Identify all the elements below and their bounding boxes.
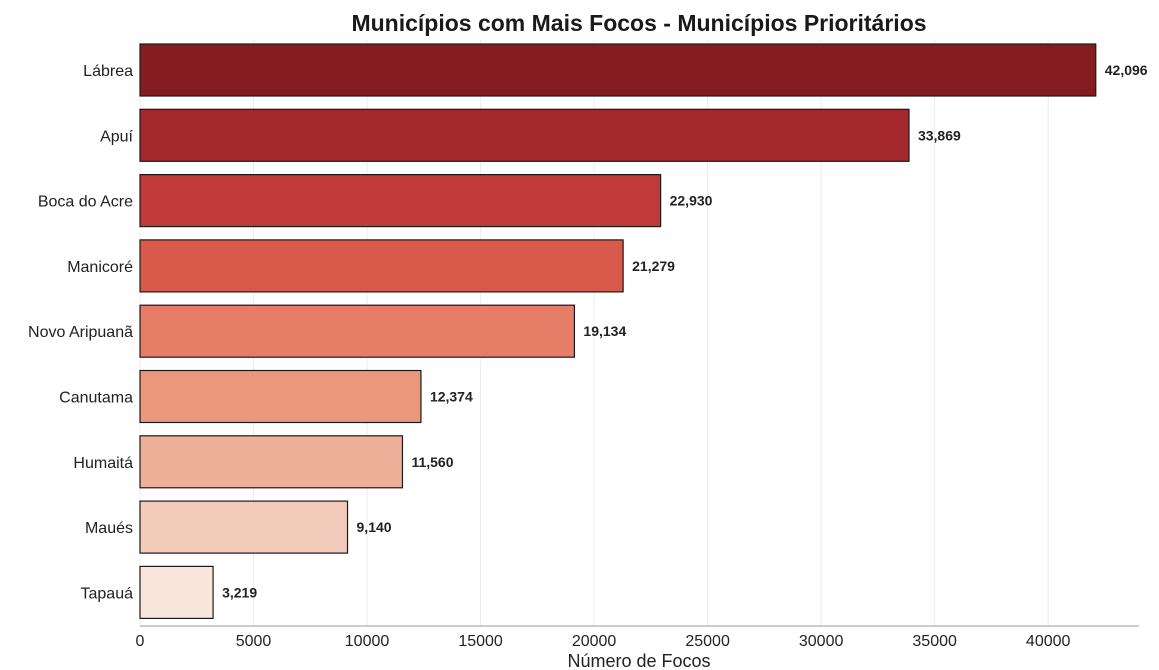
category-label: Novo Aripuanã — [28, 324, 133, 341]
x-tick-labels: 0 5000 10000 15000 20000 25000 30000 35000 40000 — [136, 633, 1071, 650]
chart-title: Municípios com Mais Focos - Municípios P… — [351, 10, 926, 36]
x-tick-label: 5000 — [236, 633, 272, 650]
data-label: 21,279 — [632, 258, 675, 274]
category-label: Tapauá — [81, 585, 134, 602]
category-label: Boca do Acre — [38, 194, 133, 211]
x-tick-label: 20000 — [572, 633, 617, 650]
x-tick-label: 15000 — [458, 633, 503, 650]
bar — [139, 369, 422, 424]
x-axis-title: Número de Focos — [567, 651, 710, 670]
x-tick-label: 0 — [136, 633, 145, 650]
value-labels: 42,096 33,869 22,930 21,279 19,134 12,374 11,5… — [222, 62, 1148, 600]
data-label: 33,869 — [918, 127, 961, 143]
data-label: 11,560 — [411, 454, 453, 470]
category-label: Lábrea — [83, 63, 133, 80]
bar — [139, 435, 404, 489]
x-tick-label: 35000 — [912, 633, 957, 650]
x-tick-label: 30000 — [799, 633, 844, 650]
data-label: 9,140 — [357, 519, 392, 535]
bar — [139, 304, 576, 358]
data-label: 12,374 — [430, 389, 473, 405]
bar — [139, 239, 624, 293]
bar — [139, 500, 349, 554]
data-label: 3,219 — [222, 584, 257, 600]
category-label: Manicoré — [67, 259, 133, 276]
data-label: 42,096 — [1105, 62, 1148, 78]
bar — [139, 174, 662, 228]
category-label: Apuí — [100, 128, 133, 145]
x-tick-label: 25000 — [685, 633, 730, 650]
category-labels: Lábrea Apuí Boca do Acre Manicoré Novo Aripu… — [28, 63, 134, 602]
category-label: Canutama — [59, 390, 133, 407]
bar — [139, 108, 910, 162]
data-label: 19,134 — [583, 323, 626, 339]
category-label: Maués — [85, 520, 133, 537]
x-tick-label: 10000 — [345, 633, 390, 650]
bar — [139, 565, 214, 620]
bar — [139, 43, 1097, 97]
data-label: 22,930 — [670, 193, 713, 209]
x-tick-label: 40000 — [1026, 633, 1071, 650]
category-label: Humaitá — [73, 455, 133, 472]
bars — [139, 43, 1097, 620]
